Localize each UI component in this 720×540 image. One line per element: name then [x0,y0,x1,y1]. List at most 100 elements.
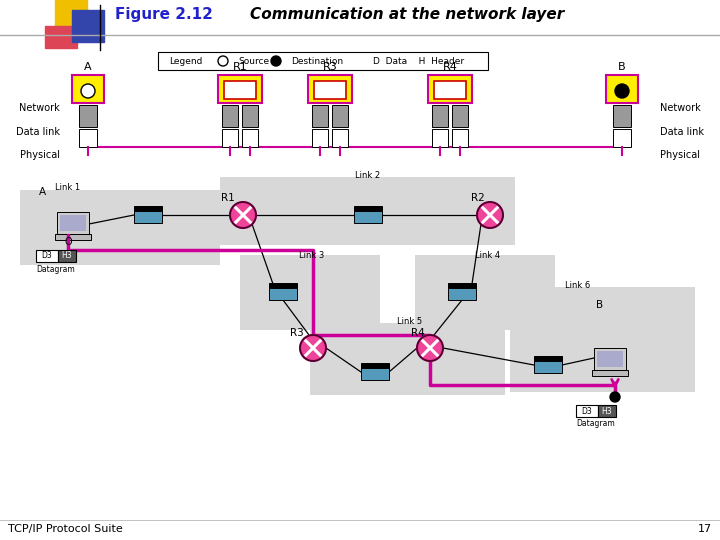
Circle shape [218,56,228,66]
Bar [361,363,389,368]
Text: R4: R4 [411,328,425,338]
Bar [72,10,104,42]
Bar [534,357,562,373]
Text: Communication at the network layer: Communication at the network layer [250,8,564,23]
Bar [534,356,562,361]
Text: H3: H3 [602,407,612,415]
Bar [312,129,328,147]
Text: R4: R4 [443,62,457,72]
Bar [448,283,476,288]
Bar [158,52,488,70]
Circle shape [477,202,503,228]
Text: Source: Source [238,57,269,65]
Bar [452,129,468,147]
Bar [594,348,626,370]
Circle shape [300,335,326,361]
Text: Link 6: Link 6 [565,281,590,291]
Bar [613,129,631,147]
Circle shape [479,204,501,226]
Bar [20,190,220,265]
Text: A: A [84,62,92,72]
Circle shape [232,204,254,226]
Bar [598,405,616,417]
Bar [415,255,555,330]
Bar [220,177,515,245]
Bar [72,75,104,103]
Text: Destination: Destination [291,57,343,65]
Text: Link 5: Link 5 [397,318,423,327]
Bar [510,287,695,392]
Text: Network: Network [19,103,60,113]
Text: Data link: Data link [660,127,704,137]
Bar [332,105,348,127]
Bar [308,75,352,103]
Bar [55,234,91,240]
Bar [432,129,448,147]
Bar [55,0,87,30]
Bar [134,207,162,223]
Bar [310,323,505,395]
Bar [134,206,162,211]
Text: R1: R1 [221,193,235,203]
Text: Figure 2.12: Figure 2.12 [115,8,213,23]
Circle shape [81,84,95,98]
Circle shape [271,56,281,66]
Bar [332,129,348,147]
Text: O: O [64,237,72,247]
Bar [354,206,382,211]
Bar [269,283,297,288]
Bar [448,283,476,288]
Bar [218,75,262,103]
Bar [354,207,382,223]
Bar [45,26,77,48]
Text: D  Data    H  Header: D Data H Header [373,57,464,65]
Bar [79,105,97,127]
Text: Physical: Physical [660,150,700,160]
Bar [592,370,628,376]
Text: Link 1: Link 1 [55,184,81,192]
Bar [79,129,97,147]
Bar [361,363,389,368]
Bar [597,351,623,367]
Bar [432,105,448,127]
Bar [269,283,297,288]
Text: A: A [38,187,45,197]
Text: Data link: Data link [16,127,60,137]
Bar [57,212,89,234]
Text: Link 3: Link 3 [300,251,325,260]
Text: H3: H3 [62,252,72,260]
Text: TCP/IP Protocol Suite: TCP/IP Protocol Suite [8,524,122,534]
Bar [606,75,638,103]
Bar [534,356,562,361]
Bar [452,105,468,127]
Text: Datagram: Datagram [577,420,616,429]
Circle shape [615,84,629,98]
Bar [58,250,76,262]
Bar [269,284,297,300]
Text: Datagram: Datagram [37,265,76,273]
Bar [354,206,382,211]
Circle shape [417,335,443,361]
Bar [224,81,256,99]
Bar [448,284,476,300]
Circle shape [230,202,256,228]
Text: R3: R3 [290,328,304,338]
Circle shape [610,392,620,402]
Bar [222,129,238,147]
Bar [312,105,328,127]
Text: D3: D3 [42,252,53,260]
Text: R1: R1 [233,62,248,72]
Bar [36,250,58,262]
Bar [361,364,389,380]
Text: Link 2: Link 2 [356,172,381,180]
Text: Link 4: Link 4 [475,251,500,260]
Bar [434,81,466,99]
Bar [613,105,631,127]
Bar [576,405,598,417]
Text: 17: 17 [698,524,712,534]
Bar [242,105,258,127]
Text: B: B [596,300,603,310]
Bar [134,206,162,211]
Circle shape [419,337,441,359]
Bar [242,129,258,147]
